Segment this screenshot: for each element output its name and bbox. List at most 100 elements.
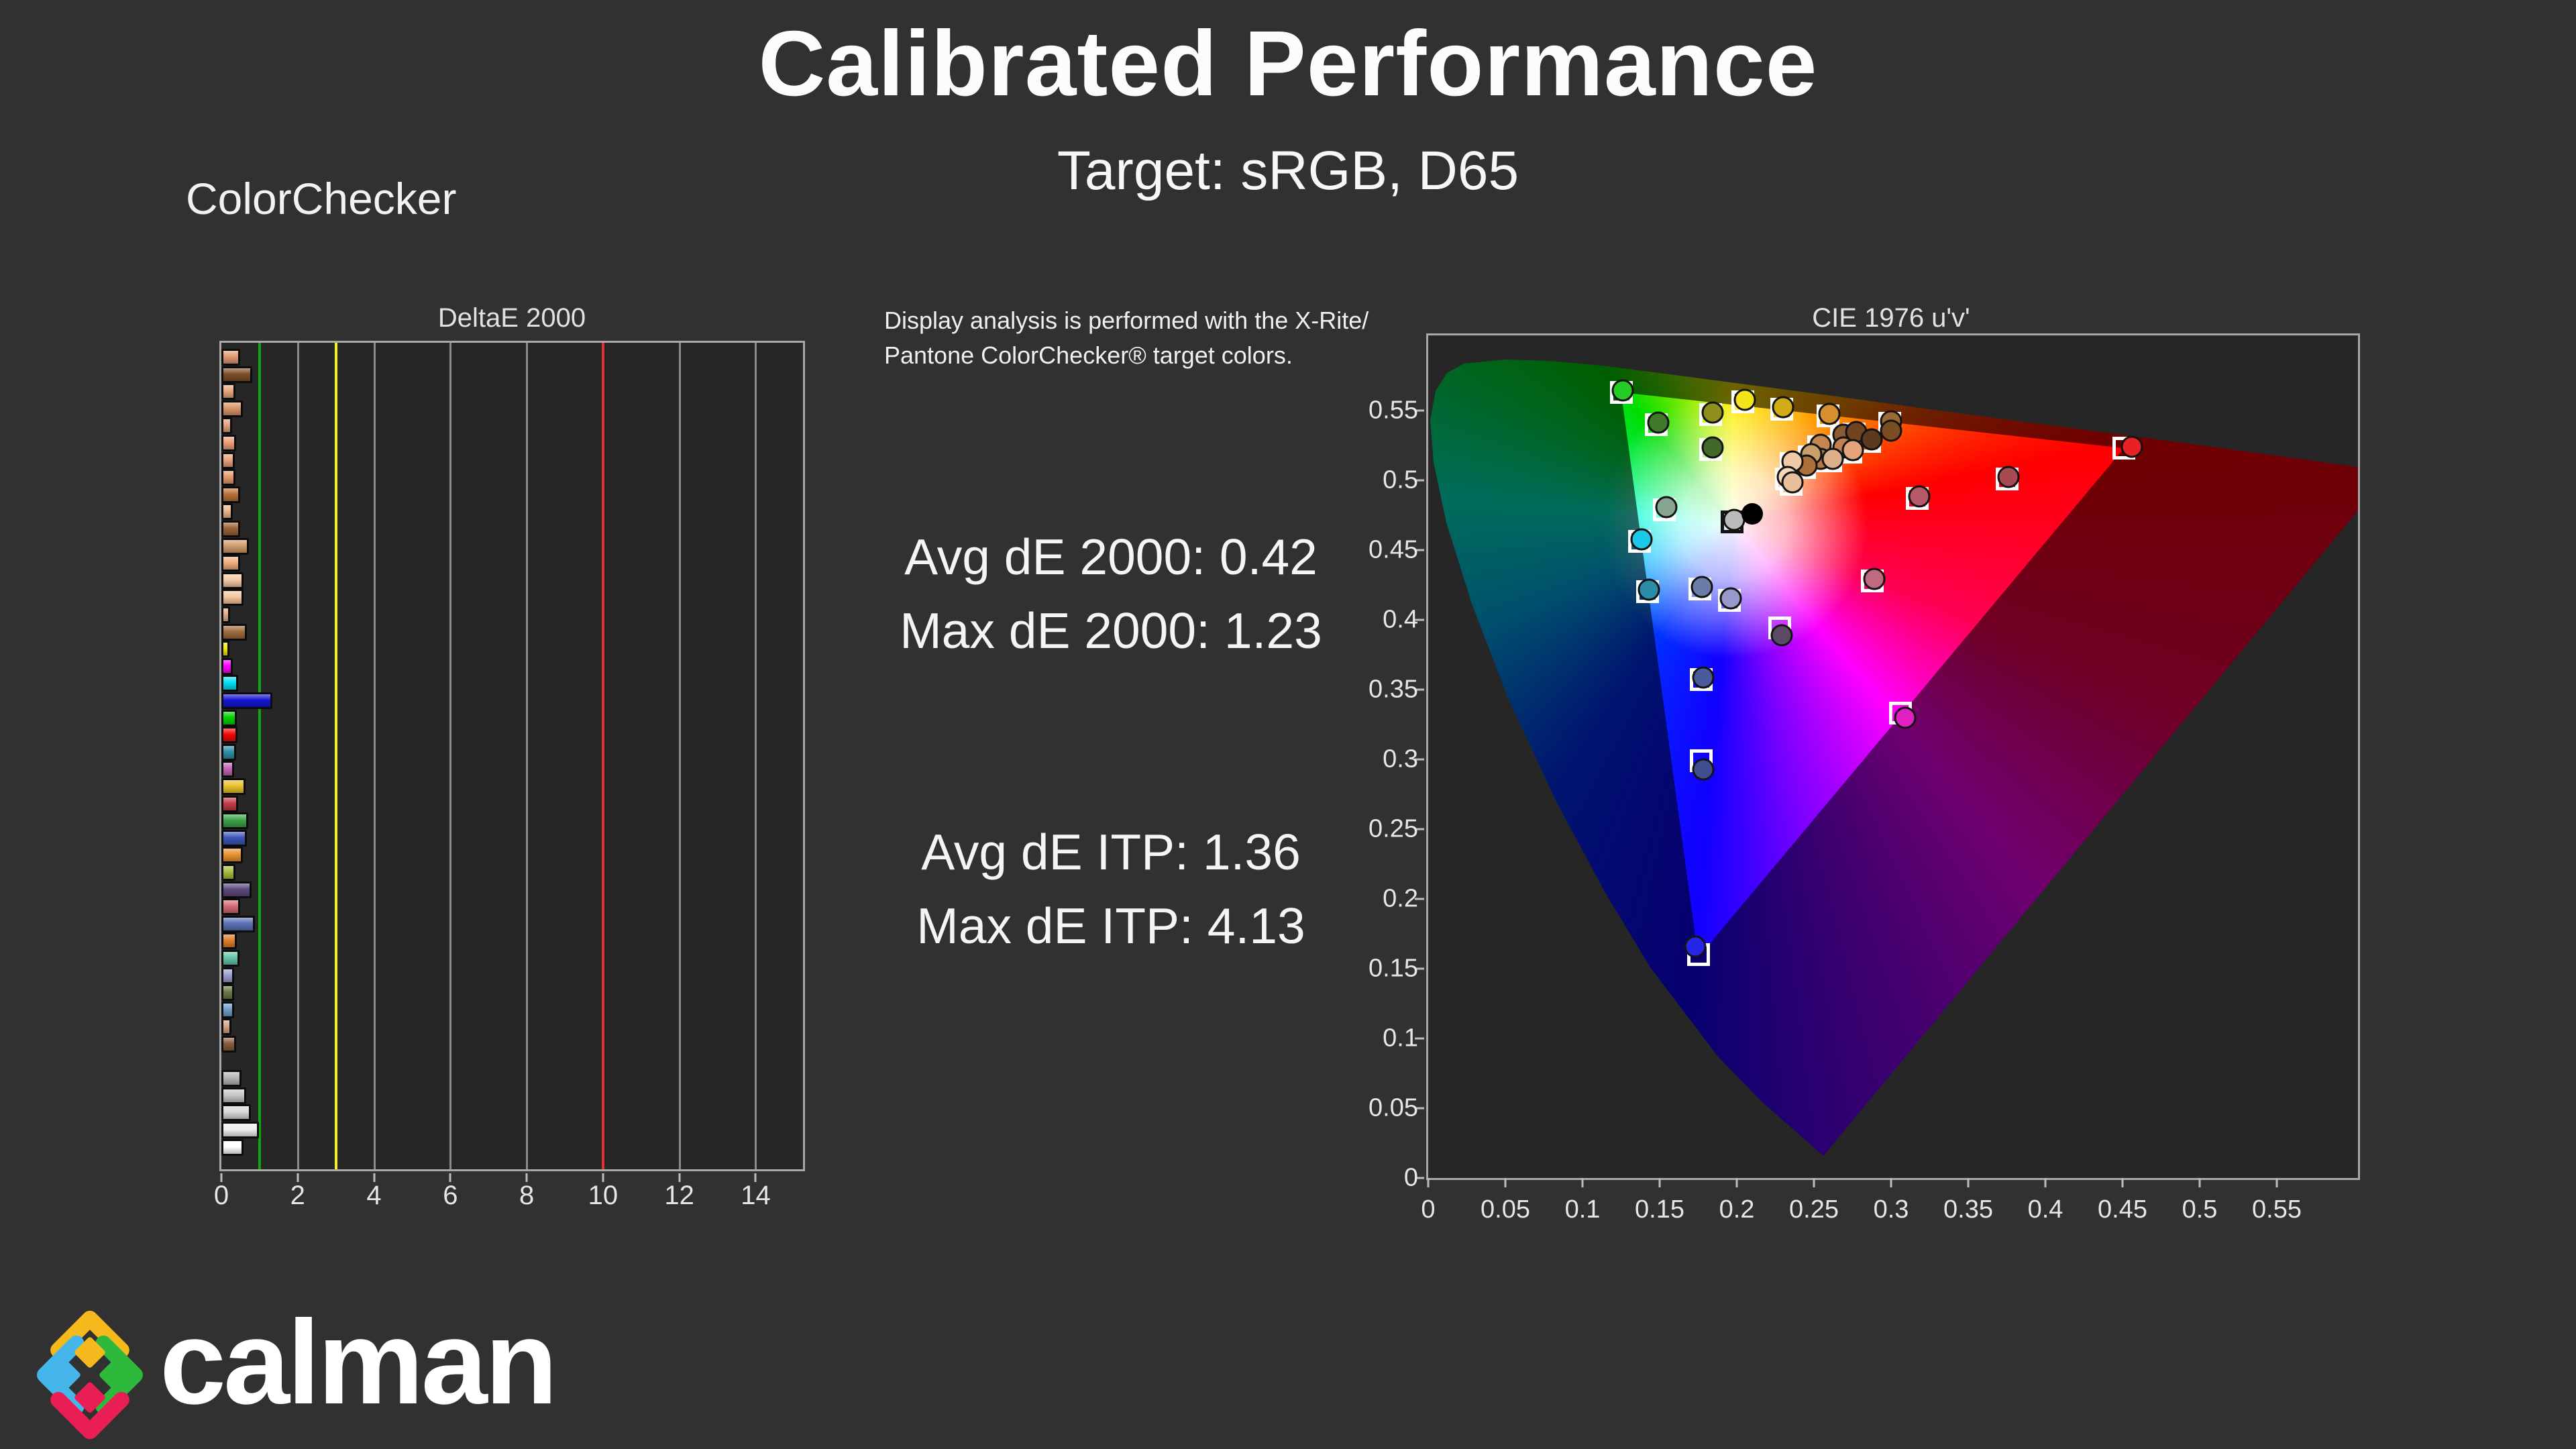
cie-y-axis-tick <box>1415 619 1424 621</box>
cie-x-axis-tick <box>1813 1178 1815 1187</box>
cie-x-axis-tick <box>1658 1178 1661 1187</box>
de2000-bar <box>221 486 241 503</box>
cie-measured-circle <box>1770 624 1793 647</box>
cie-x-axis-tick <box>1581 1178 1584 1187</box>
cie-measured-circle <box>1863 568 1886 590</box>
cie-measured-circle <box>1701 401 1724 424</box>
de2000-gridline <box>755 343 757 1169</box>
de2000-chart-title: DeltaE 2000 <box>437 303 586 333</box>
cie-y-axis-tick <box>1415 898 1424 900</box>
cie-measured-circle <box>1647 411 1670 434</box>
de2000-bar <box>221 915 256 932</box>
cie-measured-circle <box>1630 528 1653 551</box>
de2000-bar <box>221 727 238 744</box>
logo-diamond-right <box>99 1359 130 1391</box>
de2000-bar <box>221 812 249 830</box>
de2000-bar <box>221 692 272 709</box>
de2000-gridline <box>373 343 376 1169</box>
de2000-reference-line-1 <box>258 343 261 1169</box>
cie-measured-circle <box>1701 436 1724 459</box>
cie-measured-circle <box>1781 471 1804 494</box>
logo-diamond-top <box>74 1337 105 1368</box>
calman-logo-icon <box>37 1310 143 1440</box>
de2000-axis-tick <box>220 1173 223 1182</box>
cie-x-axis-label: 0.25 <box>1789 1195 1839 1224</box>
de2000-bar <box>221 589 244 606</box>
logo-chevron-bottom <box>50 1391 129 1440</box>
logo-chevron-left <box>37 1335 85 1415</box>
de2000-gridline <box>449 343 452 1169</box>
de2000-axis-tick <box>678 1173 681 1182</box>
de2000-bar <box>221 1070 242 1087</box>
de2000-bar <box>221 400 244 417</box>
cie-y-axis-tick <box>1415 409 1424 412</box>
cie-chart-title: CIE 1976 u'v' <box>1812 303 1970 333</box>
cie-measured-circle <box>1690 576 1713 598</box>
de2000-bar <box>221 451 235 469</box>
de2000-axis-label: 4 <box>366 1181 382 1210</box>
cie-measured-circle <box>1841 439 1864 462</box>
de2000-bar <box>221 623 247 641</box>
cie-measured-circle <box>1880 419 1902 441</box>
cie-measured-circle <box>1860 428 1883 451</box>
section-label-colorchecker: ColorChecker <box>186 174 457 223</box>
logo-diamond-left <box>50 1359 80 1391</box>
cie-y-axis-label: 0.25 <box>1368 814 1418 843</box>
de2000-axis-tick <box>754 1173 757 1182</box>
cie-measured-circle <box>1719 587 1742 610</box>
de2000-bar <box>221 829 247 847</box>
cie-y-axis-tick <box>1415 1037 1424 1040</box>
de2000-gridline <box>678 343 681 1169</box>
de2000-bar <box>221 469 236 486</box>
cie-measured-circle <box>1684 935 1707 958</box>
cie-y-axis-tick <box>1415 549 1424 551</box>
cie-x-axis-tick <box>2044 1178 2047 1187</box>
stat-avg-itp: Avg dE ITP: 1.36 <box>921 824 1301 880</box>
cie-measured-circle <box>1655 496 1678 519</box>
cie-measured-circle <box>1772 396 1794 419</box>
de2000-bar <box>221 675 238 692</box>
cie-x-axis-label: 0 <box>1421 1195 1436 1224</box>
page-title: Calibrated Performance <box>758 12 1818 115</box>
logo-chevron-top <box>50 1310 129 1358</box>
de2000-bar <box>221 932 237 950</box>
de2000-axis-label: 0 <box>213 1181 229 1210</box>
cie-measured-circle <box>1821 447 1844 470</box>
cie-x-axis-label: 0.55 <box>2252 1195 2302 1224</box>
cie-x-axis-label: 0.5 <box>2182 1195 2218 1224</box>
cie-measured-circle <box>1611 379 1634 402</box>
de2000-axis-tick <box>602 1173 604 1182</box>
cie-y-axis-label: 0.35 <box>1368 675 1418 704</box>
cie-measured-circle <box>1997 466 2020 488</box>
page-subtitle: Target: sRGB, D65 <box>1057 140 1519 201</box>
cie-y-axis-label: 0.55 <box>1368 396 1418 425</box>
cie-measured-circle <box>2121 435 2143 458</box>
cie-y-axis-label: 0.15 <box>1368 954 1418 983</box>
de2000-bar <box>221 967 234 984</box>
calman-wordmark: calman <box>160 1295 557 1429</box>
de2000-plot <box>219 341 805 1171</box>
cie-measured-circle <box>1692 666 1715 689</box>
stats-de2000: Avg dE 2000: 0.42 Max dE 2000: 1.23 <box>863 520 1359 667</box>
de2000-axis-label: 14 <box>741 1181 771 1210</box>
cie-y-axis-tick <box>1415 479 1424 482</box>
cie-y-axis-label: 0.1 <box>1383 1024 1418 1053</box>
cie-x-axis-label: 0.3 <box>1873 1195 1909 1224</box>
cie-y-axis-label: 0.05 <box>1368 1093 1418 1122</box>
de2000-bar <box>221 1001 235 1018</box>
cie-x-axis-label: 0.4 <box>2027 1195 2063 1224</box>
cie-x-axis-label: 0.45 <box>2098 1195 2147 1224</box>
logo-chevron-right <box>95 1335 143 1415</box>
de2000-bar <box>221 521 240 537</box>
de2000-reference-line-3 <box>334 343 337 1169</box>
cie-y-axis-label: 0.3 <box>1383 745 1418 773</box>
de2000-gridline <box>526 343 529 1169</box>
cie-y-axis-tick <box>1415 967 1424 970</box>
de2000-bar <box>221 555 241 572</box>
cie-measured-circle <box>1818 402 1841 425</box>
de2000-bar <box>221 572 244 589</box>
logo-diamond-bottom <box>74 1382 105 1413</box>
de2000-axis-label: 6 <box>443 1181 458 1210</box>
de2000-bar <box>221 761 235 778</box>
